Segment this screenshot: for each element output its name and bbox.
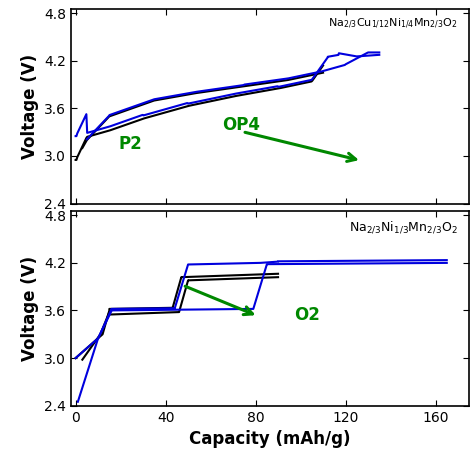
Text: P2: P2 [119,135,143,153]
Text: Na$_{2/3}$Ni$_{1/3}$Mn$_{2/3}$O$_2$: Na$_{2/3}$Ni$_{1/3}$Mn$_{2/3}$O$_2$ [348,219,457,235]
X-axis label: Capacity (mAh/g): Capacity (mAh/g) [190,430,351,448]
Y-axis label: Voltage (V): Voltage (V) [21,256,39,361]
Text: O2: O2 [294,306,320,324]
Text: OP4: OP4 [222,116,260,134]
Text: Na$_{2/3}$Cu$_{1/12}$Ni$_{1/4}$Mn$_{2/3}$O$_2$: Na$_{2/3}$Cu$_{1/12}$Ni$_{1/4}$Mn$_{2/3}… [328,17,457,31]
Y-axis label: Voltage (V): Voltage (V) [21,54,39,159]
